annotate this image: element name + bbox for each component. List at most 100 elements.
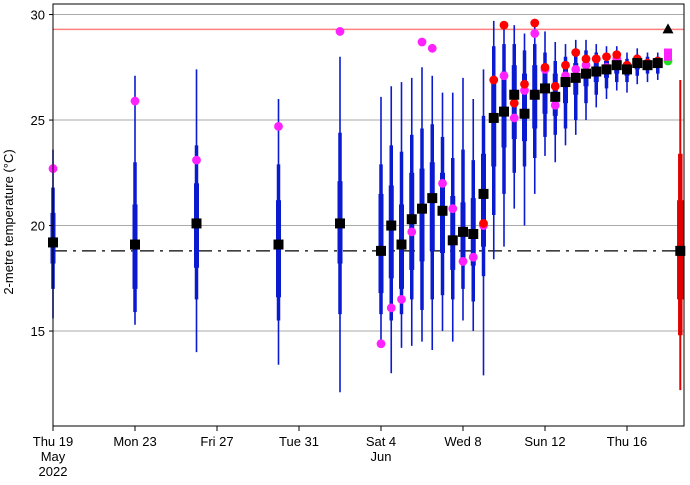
magenta-marker xyxy=(509,113,519,123)
median-marker xyxy=(540,83,550,94)
ensemble-box xyxy=(501,22,507,247)
magenta-marker xyxy=(530,29,540,38)
median-marker xyxy=(570,72,581,83)
median-marker xyxy=(478,188,489,199)
red-marker xyxy=(509,98,519,108)
x-tick-label: Fri 27 xyxy=(200,434,233,449)
magenta-marker xyxy=(192,155,201,165)
median-marker xyxy=(468,228,479,239)
median-marker xyxy=(396,239,407,250)
magenta-marker xyxy=(520,86,529,95)
median-marker xyxy=(417,203,427,214)
red-marker xyxy=(561,60,570,70)
red-marker xyxy=(540,62,550,72)
ensemble-box xyxy=(522,33,527,226)
median-marker xyxy=(130,239,140,250)
climate-median-marker xyxy=(675,245,686,256)
median-marker xyxy=(376,245,386,256)
climate-box xyxy=(677,79,684,391)
magenta-marker xyxy=(397,295,406,304)
x-tick-label: Mon 23 xyxy=(113,434,156,449)
red-marker xyxy=(550,81,560,91)
median-marker xyxy=(447,235,458,246)
markers xyxy=(48,18,686,349)
median-marker xyxy=(488,112,499,123)
ensemble-box xyxy=(563,44,568,146)
red-marker xyxy=(530,18,540,28)
red-marker xyxy=(479,219,488,228)
median-marker xyxy=(581,68,591,79)
ensemble-box xyxy=(460,77,466,321)
median-marker xyxy=(458,226,468,237)
ensemble-box xyxy=(132,75,138,325)
median-marker xyxy=(437,205,448,216)
y-tick-label: 25 xyxy=(31,113,45,128)
median-marker xyxy=(611,60,622,71)
magenta-marker xyxy=(274,121,283,131)
ensemble-box xyxy=(378,96,384,342)
median-marker xyxy=(632,58,643,69)
ensemble-box xyxy=(409,77,415,346)
median-marker xyxy=(652,58,663,69)
y-axis-label: 2-metre temperature (°C) xyxy=(1,149,16,294)
x-tick-label: Wed 8 xyxy=(444,434,481,449)
magenta-marker xyxy=(386,303,396,313)
magenta-marker xyxy=(417,37,427,47)
magenta-marker xyxy=(376,339,386,349)
magenta-marker xyxy=(581,60,591,70)
median-marker xyxy=(529,89,540,100)
x-tick-label: Thu 16 xyxy=(607,434,647,449)
median-marker xyxy=(427,193,438,204)
ensemble-box xyxy=(542,31,548,156)
magenta-marker xyxy=(550,100,560,110)
red-marker xyxy=(591,54,601,64)
grid-lines xyxy=(53,14,684,332)
x-tick-label: Jun xyxy=(371,449,392,464)
box-p25-p75 xyxy=(481,153,486,247)
x-tick-label: 2022 xyxy=(39,464,68,479)
red-marker xyxy=(612,50,622,60)
ensemble-box xyxy=(194,69,199,353)
median-marker xyxy=(591,66,602,77)
magenta-marker xyxy=(458,257,468,266)
record-triangle-marker xyxy=(662,23,674,34)
x-tick-label: May xyxy=(41,449,66,464)
magenta-marker xyxy=(130,96,140,106)
x-tick-label: Tue 31 xyxy=(279,434,319,449)
x-tick-label: Sat 4 xyxy=(366,434,396,449)
x-tick-label: Thu 19 xyxy=(33,434,73,449)
box-p25-p75 xyxy=(450,196,456,270)
median-marker xyxy=(509,89,520,100)
red-marker xyxy=(581,54,591,64)
red-marker xyxy=(571,48,581,57)
median-marker xyxy=(273,239,284,250)
y-tick-label: 30 xyxy=(31,8,45,23)
magenta-marker xyxy=(499,71,509,81)
ensemble-box xyxy=(429,75,435,351)
red-marker xyxy=(602,52,611,62)
final-square-marker xyxy=(664,52,672,61)
box-p25-p75 xyxy=(429,162,435,251)
median-marker xyxy=(560,77,571,88)
box-p25-p75 xyxy=(378,193,384,294)
red-marker xyxy=(499,20,509,30)
magenta-marker xyxy=(571,65,581,74)
ensemble-box xyxy=(532,25,538,194)
red-marker xyxy=(520,79,529,89)
box-p25-p75 xyxy=(419,168,425,262)
y-tick-label: 20 xyxy=(31,219,45,234)
final-square-marker xyxy=(664,48,672,57)
median-marker xyxy=(519,108,530,119)
ensemble-box xyxy=(450,92,456,342)
median-marker xyxy=(406,214,417,225)
magenta-marker xyxy=(448,204,458,214)
median-marker xyxy=(622,64,632,75)
magenta-marker xyxy=(407,227,417,237)
plot-frame xyxy=(52,3,685,427)
ensemble-box xyxy=(583,39,589,121)
magenta-marker xyxy=(468,252,478,262)
median-marker xyxy=(386,220,397,231)
y-axis-ticks: 15 20 25 30 xyxy=(31,8,53,339)
